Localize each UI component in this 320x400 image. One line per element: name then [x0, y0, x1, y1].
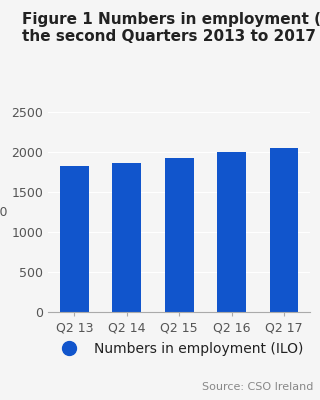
Text: Figure 1 Numbers in employment (ILO), in
the second Quarters 2013 to 2017: Figure 1 Numbers in employment (ILO), in… — [22, 12, 320, 44]
Text: Source: CSO Ireland: Source: CSO Ireland — [202, 382, 314, 392]
Bar — [217, 152, 246, 312]
Bar — [60, 166, 89, 312]
Bar — [112, 163, 141, 312]
Legend: Numbers in employment (ILO): Numbers in employment (ILO) — [50, 336, 309, 361]
Y-axis label: '000: '000 — [0, 206, 8, 218]
Bar — [270, 148, 299, 312]
Bar — [165, 158, 194, 312]
